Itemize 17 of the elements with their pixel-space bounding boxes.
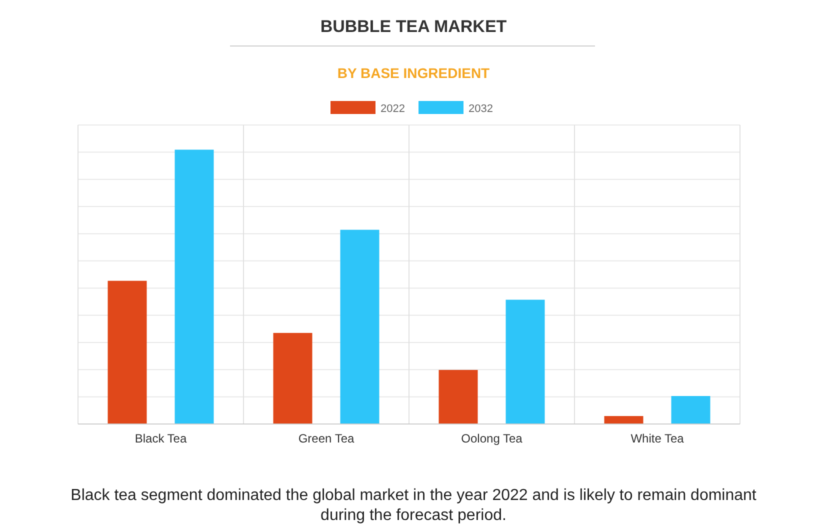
bar: [438, 370, 478, 424]
bar: [671, 396, 710, 424]
x-tick-label: White Tea: [630, 432, 684, 446]
chart-title: BUBBLE TEA MARKET: [320, 17, 508, 36]
bar: [340, 230, 380, 424]
x-tick-label: Green Tea: [298, 432, 354, 446]
x-tick-label: Black Tea: [134, 432, 187, 446]
text: Black tea segment dominated the global market in the year 2022 and is likely to remain dominant during the forecast period.: [70, 487, 757, 524]
bar: [108, 280, 147, 424]
legend-label: 2022: [380, 103, 405, 115]
bar: [174, 150, 214, 424]
bar: [506, 300, 545, 424]
bar: [273, 332, 312, 424]
chart-subtitle: BY BASE INGREDIENT: [337, 65, 490, 81]
x-tick-label: Oolong Tea: [461, 432, 523, 446]
bar: [604, 416, 644, 424]
legend-label: 2032: [468, 103, 493, 115]
